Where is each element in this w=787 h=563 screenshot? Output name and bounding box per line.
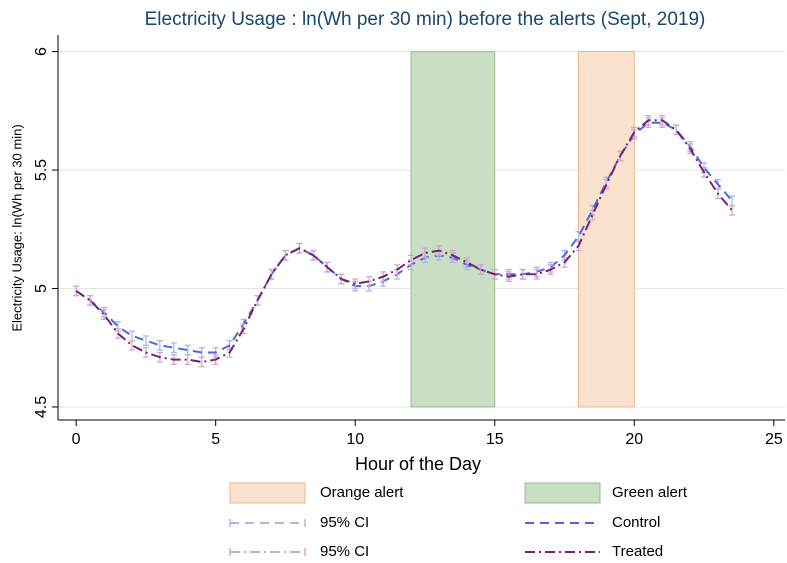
error-bar: [352, 278, 359, 290]
error-bar: [408, 254, 415, 266]
error-bar: [282, 249, 289, 261]
error-bar: [87, 294, 94, 306]
legend-swatch: [229, 482, 306, 504]
error-bar: [101, 309, 108, 320]
x-tick-label: 20: [625, 431, 643, 448]
legend-label: Orange alert: [320, 484, 404, 501]
error-bar: [673, 124, 680, 136]
error-bar: [366, 276, 373, 287]
error-bar: [142, 335, 149, 347]
error-bar: [198, 356, 205, 368]
error-bar: [156, 339, 163, 351]
x-tick-label: 10: [346, 431, 364, 448]
error-bar: [170, 342, 177, 354]
x-tick-label: 15: [486, 431, 504, 448]
y-tick-label: 5: [33, 284, 50, 293]
error-bar: [463, 257, 470, 268]
error-bar: [421, 247, 428, 259]
legend-label: 95% CI: [320, 514, 369, 531]
alert-band: [577, 51, 635, 408]
y-tick-label: 6: [33, 47, 50, 56]
alert-band: [410, 51, 496, 408]
y-tick-label: 4.5: [33, 396, 50, 418]
series-line: [75, 119, 733, 364]
error-bar: [128, 339, 135, 351]
x-axis-label: Hour of the Day: [355, 454, 481, 474]
error-bar: [184, 354, 191, 365]
legend-label: Control: [612, 514, 660, 531]
x-tick-label: 0: [72, 431, 81, 448]
error-bar: [519, 268, 526, 280]
y-tick-label: 5.5: [33, 159, 50, 181]
legend-swatch: [524, 482, 601, 504]
legend-label: Green alert: [612, 484, 688, 501]
y-axis-label: Electricity Usage: ln(Wh per 30 min): [9, 124, 24, 331]
error-bar: [128, 330, 135, 342]
error-bar: [533, 268, 540, 280]
legend-label: Treated: [612, 543, 663, 560]
error-bar: [477, 264, 484, 275]
x-tick-label: 5: [211, 431, 220, 448]
chart-title: Electricity Usage : ln(Wh per 30 min) be…: [145, 9, 706, 30]
error-bar: [728, 204, 735, 216]
x-tick-label: 25: [765, 431, 783, 448]
legend-label: 95% CI: [320, 543, 369, 560]
